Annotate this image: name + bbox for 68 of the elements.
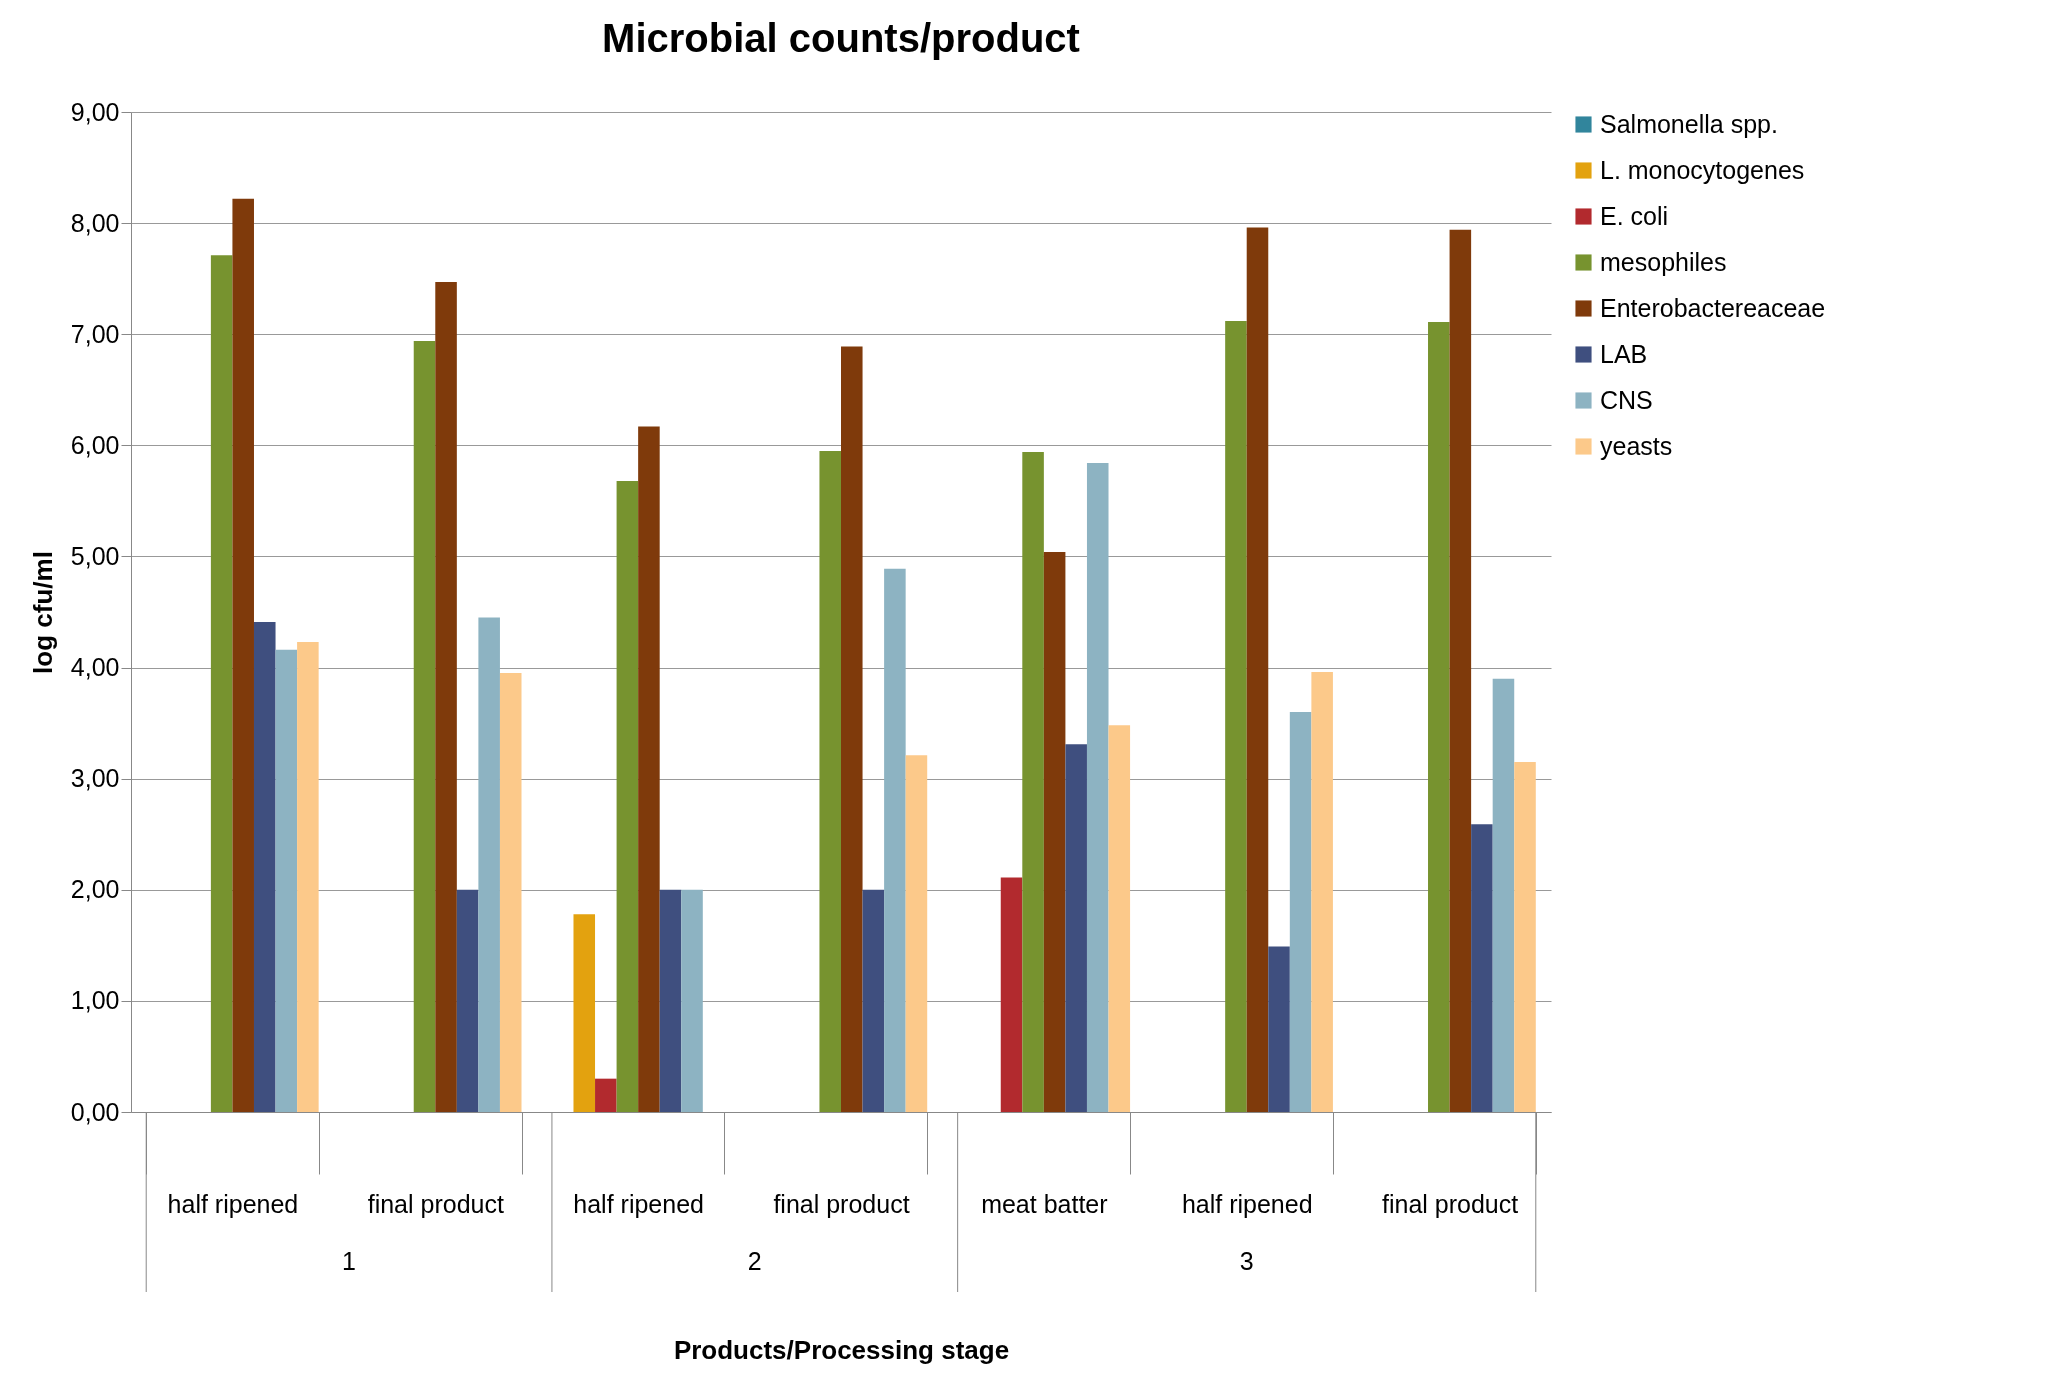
bar (499, 673, 522, 1112)
y-tick-label: 3,00 (70, 764, 120, 793)
bar (573, 914, 596, 1112)
legend-label: L. monocytogenes (1600, 155, 1805, 184)
bar (253, 622, 276, 1112)
x-axis-title: Products/Processing stage (673, 1334, 1010, 1365)
legend-label: CNS (1600, 385, 1653, 414)
bar (1268, 946, 1290, 1112)
bar (1043, 552, 1066, 1112)
chart-title: Microbial counts/product (602, 16, 1080, 60)
y-tick-label: 4,00 (70, 653, 120, 682)
bar (862, 889, 885, 1112)
y-tick-label: 9,00 (70, 97, 120, 126)
bar (478, 617, 500, 1112)
bar (1000, 877, 1023, 1112)
bar (1225, 320, 1247, 1112)
legend-label: mesophiles (1600, 247, 1727, 276)
y-tick-label: 5,00 (70, 541, 120, 570)
bar (297, 642, 319, 1112)
text: 2 (747, 1247, 762, 1275)
legend-label: Salmonella spp. (1600, 109, 1778, 138)
legend-label: E. coli (1600, 201, 1669, 230)
bar (413, 340, 436, 1112)
legend-label: LAB (1600, 339, 1648, 368)
y-tick-label: 7,00 (70, 319, 120, 348)
bar (638, 426, 660, 1112)
bar (1108, 725, 1131, 1112)
y-tick-label: 1,00 (70, 986, 120, 1015)
bar (435, 282, 457, 1112)
bar (616, 480, 639, 1112)
bar (1311, 672, 1333, 1112)
x-tick-label: half ripened (573, 1189, 704, 1218)
y-tick-label: 2,00 (70, 875, 120, 904)
x-tick-label: meat batter (981, 1189, 1108, 1218)
legend-label: yeasts (1600, 431, 1673, 460)
bar (1428, 322, 1450, 1112)
bar (1022, 452, 1044, 1112)
bar (232, 198, 254, 1112)
x-tick-label: half ripened (167, 1189, 299, 1218)
bar (1065, 744, 1087, 1112)
x-tick-label: final product (773, 1189, 910, 1218)
bar (884, 568, 906, 1112)
y-tick-label: 6,00 (70, 430, 120, 459)
bar (210, 255, 233, 1112)
bar (1086, 463, 1109, 1112)
bar (1449, 229, 1472, 1112)
bar (456, 889, 479, 1112)
bar (659, 889, 682, 1112)
bar (819, 450, 841, 1112)
legend-label: Enterobactereaceae (1600, 293, 1826, 322)
text: 1 (342, 1247, 357, 1275)
y-axis-title: log cfu/ml (27, 551, 58, 674)
bar (1246, 227, 1269, 1112)
x-tick-label: half ripened (1181, 1189, 1313, 1218)
x-tick-label: final product (367, 1189, 504, 1218)
bar (1289, 712, 1312, 1112)
bar (1471, 824, 1493, 1112)
y-tick-label: 0,00 (70, 1097, 120, 1126)
bar (905, 755, 928, 1112)
x-tick-label: final product (1381, 1189, 1519, 1218)
bar (681, 889, 703, 1112)
bar (1492, 678, 1515, 1112)
y-tick-label: 8,00 (70, 208, 120, 237)
bar (841, 346, 863, 1112)
bar (1514, 762, 1536, 1112)
bar (275, 649, 298, 1112)
bar (595, 1078, 617, 1112)
text: 3 (1239, 1247, 1254, 1275)
